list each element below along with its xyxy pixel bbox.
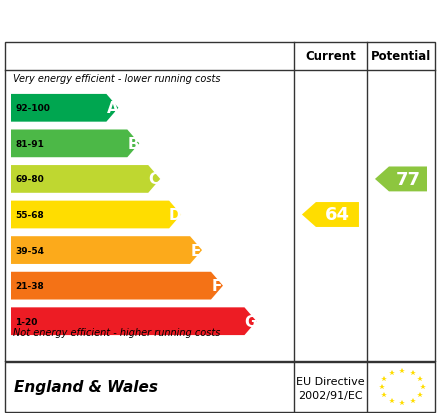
Text: 77: 77	[396, 171, 421, 188]
Text: C: C	[149, 172, 160, 187]
Text: 55-68: 55-68	[15, 211, 44, 219]
Text: England & Wales: England & Wales	[14, 380, 158, 394]
Text: B: B	[128, 137, 139, 152]
Text: E: E	[191, 243, 201, 258]
Polygon shape	[11, 95, 118, 122]
Polygon shape	[11, 130, 139, 158]
Text: Very energy efficient - lower running costs: Very energy efficient - lower running co…	[13, 74, 220, 84]
Text: F: F	[212, 278, 222, 293]
Polygon shape	[302, 202, 359, 228]
Text: 92-100: 92-100	[15, 104, 50, 113]
Text: G: G	[244, 314, 257, 329]
Text: 69-80: 69-80	[15, 175, 44, 184]
Text: EU Directive: EU Directive	[296, 376, 365, 386]
Text: 1-20: 1-20	[15, 317, 37, 326]
Polygon shape	[11, 308, 257, 335]
Text: 81-91: 81-91	[15, 140, 44, 149]
Polygon shape	[11, 166, 160, 193]
Polygon shape	[11, 237, 202, 264]
Polygon shape	[375, 167, 427, 192]
Text: 21-38: 21-38	[15, 282, 44, 290]
Text: Energy Efficiency Rating: Energy Efficiency Rating	[11, 12, 280, 31]
Text: 64: 64	[325, 206, 350, 224]
Text: 39-54: 39-54	[15, 246, 44, 255]
Text: D: D	[169, 207, 181, 223]
Text: A: A	[106, 101, 118, 116]
Text: Potential: Potential	[371, 50, 431, 63]
Text: Current: Current	[305, 50, 356, 63]
Polygon shape	[11, 272, 223, 300]
Text: 2002/91/EC: 2002/91/EC	[298, 390, 363, 400]
Polygon shape	[11, 201, 181, 229]
Text: Not energy efficient - higher running costs: Not energy efficient - higher running co…	[13, 327, 220, 337]
